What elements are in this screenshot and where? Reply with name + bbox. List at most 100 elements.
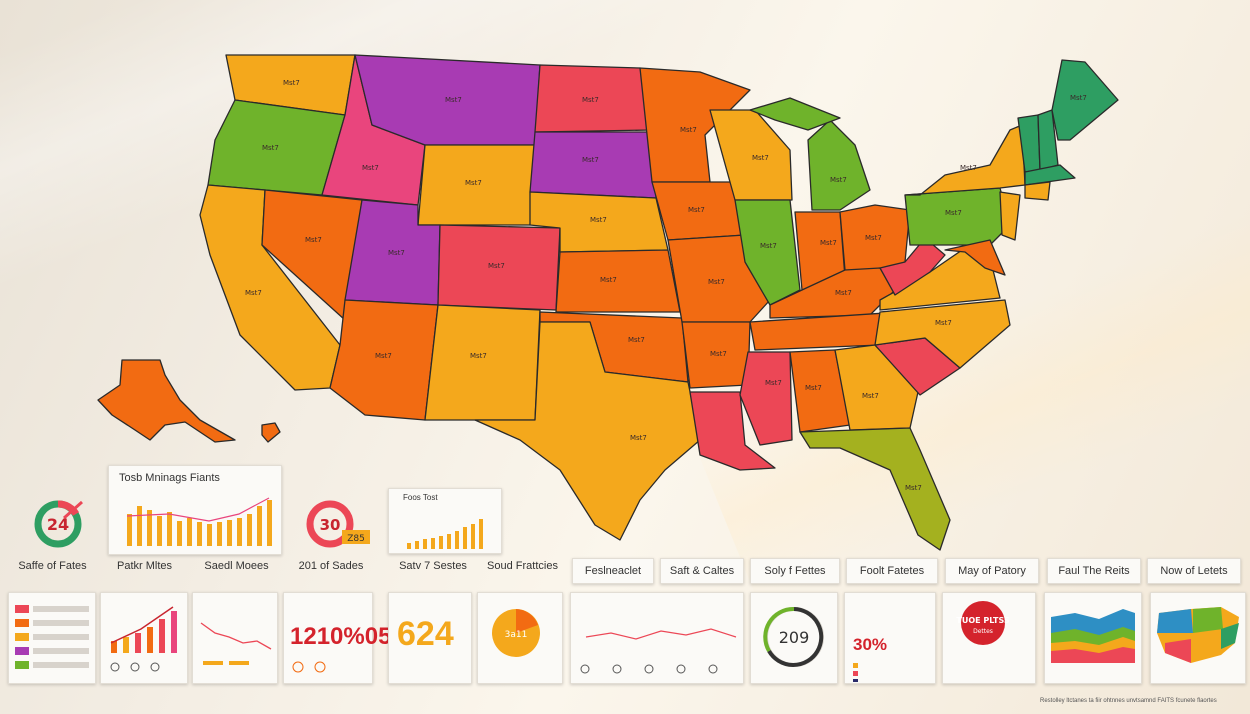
legend-icon xyxy=(130,662,140,672)
state-label: Mst7 xyxy=(935,319,952,327)
stamp-badge: TUOE PLTSS Dettes xyxy=(956,601,1010,645)
state-label: Mst7 xyxy=(765,379,782,387)
state-label: Mst7 xyxy=(600,276,617,284)
bar-chart xyxy=(126,497,272,546)
stamp-sub: Dettes xyxy=(973,628,993,635)
bar xyxy=(423,539,427,549)
state-label: Mst7 xyxy=(752,154,769,162)
state-maine xyxy=(1051,59,1119,141)
caption: May of Patory xyxy=(945,558,1039,584)
state-michigan-upper xyxy=(749,97,841,131)
pie-chart: 3a11 xyxy=(492,609,540,657)
caption: Soly f Fettes xyxy=(750,558,840,584)
state-georgia xyxy=(834,344,919,431)
card-stat-2: 624 xyxy=(388,592,472,684)
bar xyxy=(207,524,212,546)
mini-bar-chart xyxy=(110,606,177,672)
bar xyxy=(431,538,435,549)
state-connecticut xyxy=(1024,181,1051,201)
legend-icon xyxy=(314,661,326,673)
state-florida xyxy=(799,427,951,551)
state-label: Mst7 xyxy=(688,206,705,214)
gauge-value: 209 xyxy=(779,628,810,647)
state-new-york xyxy=(904,124,1026,196)
state-label: Mst7 xyxy=(865,234,882,242)
caption: Saedl Moees xyxy=(204,560,269,572)
bar xyxy=(187,518,192,546)
state-label: Mst7 xyxy=(760,242,777,250)
legend-icon xyxy=(292,661,304,673)
stamp-text: TUOE PLTSS xyxy=(956,616,1010,625)
state-massachusetts xyxy=(1024,164,1076,186)
state-arizona xyxy=(329,299,439,421)
ring-gauge-left: 24 xyxy=(34,500,83,548)
bar xyxy=(415,541,419,549)
state-label: Mst7 xyxy=(960,164,977,172)
state-label: Mst7 xyxy=(708,278,725,286)
state-label: Mst7 xyxy=(820,239,837,247)
gauge-ring: 209 xyxy=(763,606,824,667)
state-kansas xyxy=(555,249,681,313)
stacked-area-chart xyxy=(1051,609,1135,663)
bar xyxy=(137,506,142,546)
ring-value: 30 xyxy=(320,516,341,534)
state-north-carolina xyxy=(874,299,1011,369)
bar xyxy=(447,534,451,549)
percent-legend xyxy=(853,663,858,682)
ring-value: 24 xyxy=(47,515,69,534)
state-label: Mst7 xyxy=(582,96,599,104)
trend-line xyxy=(126,497,270,522)
caption: Now of Letets xyxy=(1147,558,1241,584)
bar xyxy=(167,512,172,546)
wide-line-chart xyxy=(580,628,737,674)
legend-icon xyxy=(150,662,160,672)
state-label: Mst7 xyxy=(445,96,462,104)
bar xyxy=(439,536,443,549)
state-mississippi xyxy=(739,351,793,446)
stat-value: 1210%05 xyxy=(290,623,392,650)
mini-map xyxy=(1157,607,1239,663)
bar xyxy=(197,522,202,546)
card-stamp: TUOE PLTSS Dettes xyxy=(942,592,1036,684)
state-label: Mst7 xyxy=(582,156,599,164)
state-label: Mst7 xyxy=(245,289,262,297)
card-mini-map xyxy=(1150,592,1246,684)
card-gauge: 209 xyxy=(750,592,838,684)
small-bar-chart xyxy=(407,519,483,549)
card-line-chart xyxy=(192,592,278,684)
bar xyxy=(407,543,411,549)
bar xyxy=(227,520,232,546)
panel-title: Foos Tost xyxy=(403,493,438,502)
ring-sub: Z85 xyxy=(347,534,365,544)
pie-label: 3a11 xyxy=(505,630,528,640)
card-area-chart xyxy=(1044,592,1142,684)
state-label: Mst7 xyxy=(630,434,647,442)
state-label: Mst7 xyxy=(465,179,482,187)
state-label: Mst7 xyxy=(1070,94,1087,102)
state-alaska xyxy=(97,359,236,443)
state-new-jersey xyxy=(999,191,1021,241)
state-label: Mst7 xyxy=(488,262,505,270)
bar xyxy=(247,514,252,546)
caption: 201 of Sades xyxy=(298,560,364,572)
state-label: Mst7 xyxy=(905,484,922,492)
state-label: Mst7 xyxy=(835,289,852,297)
caption: Feslneaclet xyxy=(572,558,654,584)
card-stat-1: 1210%05 xyxy=(283,592,391,684)
state-texas xyxy=(474,321,701,541)
state-label: Mst7 xyxy=(628,336,645,344)
caption: Saft & Caltes xyxy=(660,558,744,584)
caption: Foolt Fatetes xyxy=(846,558,938,584)
state-label: Mst7 xyxy=(830,176,847,184)
state-label: Mst7 xyxy=(680,126,697,134)
state-label: Mst7 xyxy=(590,216,607,224)
legend-icon xyxy=(708,664,718,674)
state-label: Mst7 xyxy=(470,352,487,360)
caption: Satv 7 Sestes xyxy=(399,560,467,572)
legend-icon xyxy=(644,664,654,674)
card-list xyxy=(8,592,96,684)
state-label: Mst7 xyxy=(805,384,822,392)
bar xyxy=(177,521,182,546)
state-label: Mst7 xyxy=(375,352,392,360)
card-wide-line xyxy=(570,592,744,684)
